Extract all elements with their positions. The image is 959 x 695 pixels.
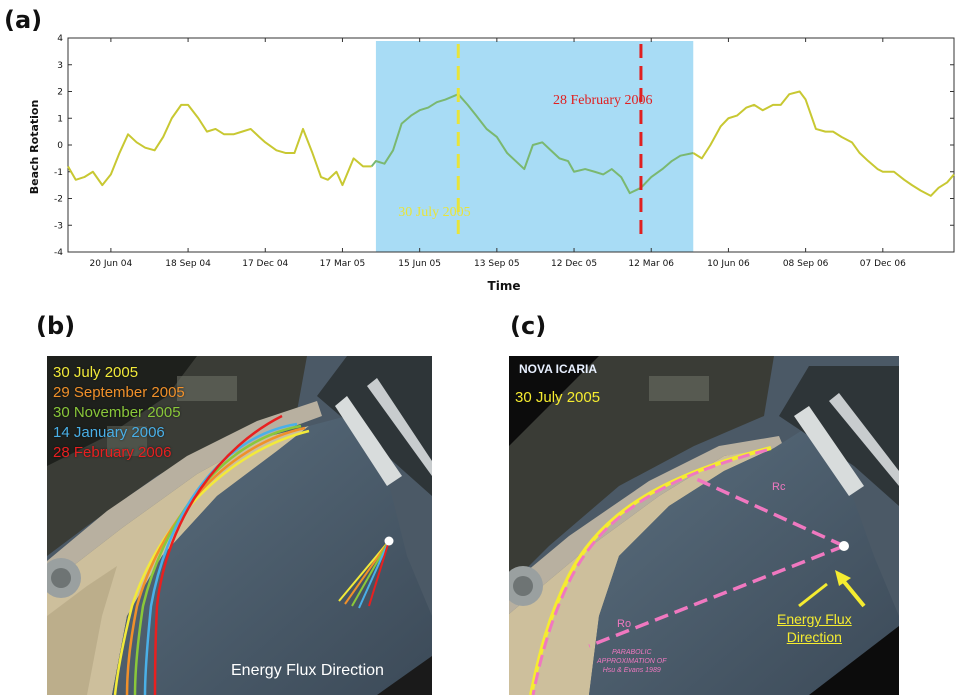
- parabolic-line3: Hsu & Evans 1989: [602, 667, 661, 674]
- x-tick-label: 10 Jun 06: [707, 259, 750, 269]
- beach-rotation-line: [67, 103, 372, 187]
- shoreline-curves: [113, 414, 394, 695]
- x-tick-label: 07 Dec 06: [860, 259, 906, 269]
- panel-c-label: (c): [510, 312, 547, 340]
- flux-arrow-icon: [839, 576, 866, 608]
- parabolic-line1: PARABOLIC: [611, 649, 652, 656]
- y-tick-label: 2: [57, 88, 63, 98]
- flux-ray: [358, 540, 390, 609]
- beach-rotation-line: [692, 90, 955, 197]
- x-tick-label: 18 Sep 04: [165, 259, 211, 269]
- x-tick-label: 12 Dec 05: [551, 259, 597, 269]
- y-tick-label: 0: [57, 141, 63, 151]
- flux-ray: [344, 540, 390, 605]
- rc-radius-line: [693, 476, 845, 548]
- legend-entry: 28 February 2006: [53, 444, 172, 461]
- energy-flux-label: Energy Flux Direction: [777, 610, 852, 646]
- parabolic-note: PARABOLIC APPROXIMATION OF Hsu & Evans 1…: [597, 648, 667, 675]
- marker-label: 28 February 2006: [553, 93, 653, 108]
- shoreline-curve: [153, 414, 283, 695]
- legend-entry: 30 July 2005: [53, 364, 139, 381]
- site-label: NOVA ICARIA: [519, 362, 597, 376]
- y-tick-label: -1: [54, 168, 63, 178]
- y-tick-label: 1: [57, 114, 63, 124]
- rc-label: Rc: [772, 481, 786, 493]
- date-label: 30 July 2005: [515, 389, 601, 406]
- highlight-band: [375, 41, 694, 252]
- diffraction-point: [839, 541, 849, 551]
- x-axis-label: Time: [488, 279, 521, 293]
- y-axis-label: Beach Rotation: [28, 100, 41, 195]
- ro-label: Ro: [617, 618, 632, 630]
- flux-ray: [368, 540, 390, 607]
- y-tick-label: 3: [57, 61, 63, 71]
- x-tick-label: 20 Jun 04: [90, 259, 133, 269]
- legend-entry: 14 January 2006: [53, 424, 165, 441]
- panel-c-aerial-photo: NOVA ICARIA 30 July 2005 Rc Ro Energy Fl…: [509, 356, 899, 695]
- y-tick-label: -4: [54, 248, 63, 258]
- panel-a-label: (a): [4, 6, 43, 34]
- ro-radius-line: [588, 544, 845, 648]
- shoreline-curve: [125, 426, 306, 695]
- y-tick-label: -3: [54, 221, 63, 231]
- legend-entry: 29 September 2005: [53, 384, 185, 401]
- energy-flux-caption: Energy Flux Direction: [231, 662, 384, 679]
- legend-entry: 30 November 2005: [53, 404, 181, 421]
- x-tick-label: 17 Mar 05: [320, 259, 366, 269]
- flux-ray: [351, 540, 390, 607]
- x-tick-label: 12 Mar 06: [628, 259, 674, 269]
- x-tick-label: 15 Jun 05: [398, 259, 441, 269]
- beach-rotation-line: [370, 93, 694, 195]
- marker-label: 30 July 2005: [398, 205, 470, 220]
- energy-flux-line1: Energy Flux: [777, 611, 852, 627]
- x-tick-label: 13 Sep 05: [474, 259, 520, 269]
- y-tick-label: 4: [57, 34, 63, 44]
- shoreline-curve: [143, 422, 298, 695]
- panel-b-aerial-photo: 30 July 2005 29 September 2005 30 November…: [47, 356, 432, 695]
- x-tick-label: 08 Sep 06: [783, 259, 829, 269]
- energy-flux-line2: Direction: [786, 629, 842, 645]
- diffraction-point: [384, 536, 394, 546]
- beach-rotation-chart: -4 -3 -2 -1 0 1 2 3 4 20 Jun 04 18 Sep 04 17 Dec 04…: [28, 34, 955, 293]
- flux-direction-line: [798, 582, 828, 608]
- flux-ray: [338, 540, 390, 602]
- y-tick-label: -2: [54, 195, 63, 205]
- shoreline-curve: [113, 429, 310, 695]
- parabolic-line2: APPROXIMATION OF: [597, 658, 667, 665]
- panel-b-label: (b): [36, 312, 76, 340]
- x-tick-label: 17 Dec 04: [242, 259, 288, 269]
- fitted-shoreline-dashed: [531, 448, 768, 695]
- shoreline-curve: [133, 424, 302, 695]
